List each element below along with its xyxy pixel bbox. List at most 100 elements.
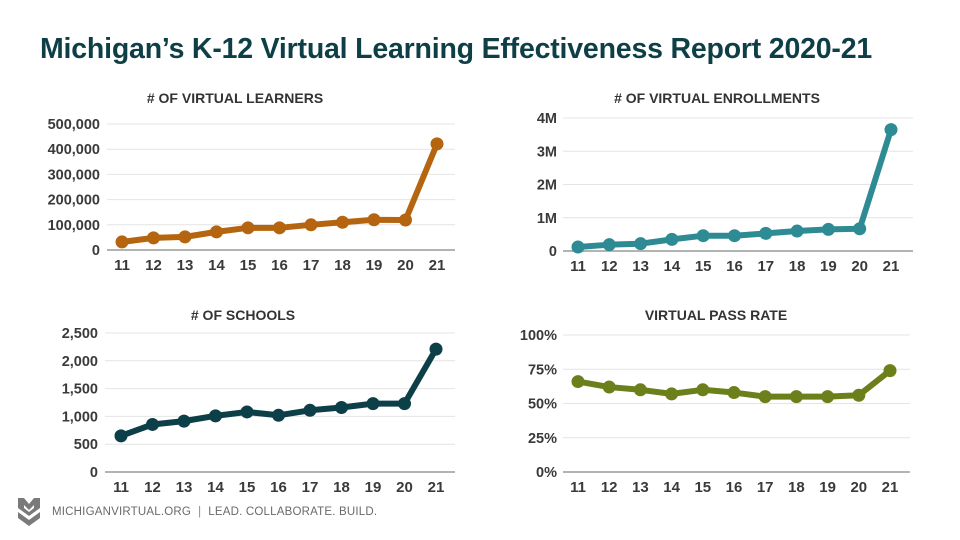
- page-title: Michigan’s K-12 Virtual Learning Effecti…: [40, 33, 873, 65]
- data-point: [366, 397, 380, 411]
- y-tick-label: 0: [549, 244, 557, 260]
- x-tick-label: 14: [663, 479, 680, 496]
- y-tick-label: 400,000: [48, 142, 100, 158]
- footer: MICHIGANVIRTUAL.ORG | LEAD. COLLABORATE. B…: [16, 496, 377, 528]
- x-tick-label: 11: [570, 479, 586, 496]
- x-tick-label: 11: [113, 479, 129, 496]
- y-tick-label: 100%: [520, 328, 557, 344]
- data-point: [336, 215, 349, 229]
- x-tick-label: 13: [632, 258, 649, 275]
- x-tick-label: 16: [726, 258, 743, 275]
- data-point: [399, 213, 412, 227]
- chart-title: # OF VIRTUAL LEARNERS: [147, 90, 323, 106]
- x-tick-label: 19: [366, 257, 383, 274]
- x-tick-label: 12: [144, 479, 161, 496]
- data-point: [633, 383, 647, 397]
- x-tick-label: 18: [333, 479, 350, 496]
- data-point: [790, 224, 804, 238]
- data-point: [853, 222, 867, 236]
- chart-learners: # OF VIRTUAL LEARNERS 0 100,000 200,000 300,…: [48, 90, 455, 274]
- x-tick-label: 19: [820, 258, 837, 275]
- data-point: [758, 390, 772, 404]
- data-point: [304, 218, 318, 232]
- x-tick-label: 18: [789, 258, 806, 275]
- data-point: [115, 235, 129, 249]
- data-point: [602, 238, 616, 252]
- data-point: [821, 222, 835, 236]
- y-tick-label: 500: [74, 437, 98, 453]
- chart-title: VIRTUAL PASS RATE: [645, 307, 787, 323]
- y-tick-label: 4M: [537, 111, 557, 127]
- data-point: [634, 237, 648, 251]
- data-point: [147, 231, 160, 245]
- y-tick-label: 1M: [537, 211, 557, 227]
- x-tick-label: 11: [114, 257, 130, 274]
- footer-text: MICHIGANVIRTUAL.ORG | LEAD. COLLABORATE. B…: [52, 506, 377, 518]
- data-point: [852, 388, 866, 402]
- y-tick-label: 50%: [528, 397, 557, 413]
- x-tick-label: 20: [397, 257, 414, 274]
- data-point: [146, 417, 159, 431]
- x-tick-label: 18: [788, 479, 805, 496]
- x-tick-label: 12: [601, 258, 618, 275]
- data-point: [884, 123, 898, 137]
- data-point: [303, 403, 317, 417]
- y-tick-label: 0: [92, 243, 100, 259]
- y-tick-label: 0: [90, 465, 98, 481]
- data-point: [335, 401, 348, 415]
- footer-separator: |: [198, 506, 202, 518]
- data-point: [210, 225, 223, 239]
- y-tick-label: 300,000: [48, 167, 100, 183]
- x-tick-label: 17: [302, 479, 319, 496]
- data-point: [273, 221, 286, 235]
- x-tick-label: 15: [239, 479, 256, 496]
- data-point: [571, 375, 585, 389]
- x-tick-label: 17: [303, 257, 320, 274]
- x-tick-label: 17: [757, 258, 774, 275]
- data-point: [727, 386, 741, 400]
- y-tick-label: 100,000: [48, 218, 100, 234]
- y-tick-label: 75%: [528, 362, 557, 378]
- x-tick-label: 15: [240, 257, 257, 274]
- data-point: [209, 409, 222, 423]
- data-point: [821, 390, 835, 404]
- data-point: [430, 137, 444, 151]
- data-point: [728, 229, 741, 243]
- x-tick-label: 19: [365, 479, 382, 496]
- x-tick-label: 20: [851, 258, 868, 275]
- data-point: [114, 429, 128, 443]
- x-tick-label: 15: [695, 258, 712, 275]
- chart-enrollments: # OF VIRTUAL ENROLLMENTS 0 1M 2M 3M 4M 11 12 13 1…: [537, 90, 913, 275]
- x-tick-label: 16: [270, 479, 287, 496]
- x-tick-label: 17: [757, 479, 774, 496]
- chart-title: # OF VIRTUAL ENROLLMENTS: [614, 90, 820, 106]
- x-tick-label: 15: [694, 479, 711, 496]
- x-tick-label: 20: [396, 479, 413, 496]
- x-tick-label: 11: [570, 258, 586, 275]
- y-tick-label: 0%: [536, 465, 557, 481]
- footer-tagline: LEAD. COLLABORATE. BUILD.: [208, 506, 378, 518]
- michigan-virtual-logo-icon: [18, 498, 40, 526]
- chart-passrate: VIRTUAL PASS RATE 0% 25% 50% 75% 100% 11 12 13 14…: [520, 307, 910, 496]
- x-tick-label: 16: [271, 257, 288, 274]
- footer-site-link[interactable]: MICHIGANVIRTUAL.ORG: [52, 506, 192, 518]
- x-tick-label: 13: [632, 479, 649, 496]
- data-point: [240, 405, 254, 419]
- data-point: [789, 390, 803, 404]
- chart-schools: # OF SCHOOLS 0 500 1,000 1,500 2,000 2,500 11 12…: [62, 307, 455, 496]
- y-tick-label: 3M: [537, 144, 557, 160]
- x-tick-label: 21: [882, 479, 899, 496]
- data-point: [272, 408, 285, 422]
- data-point: [398, 397, 411, 411]
- y-tick-label: 1,000: [62, 409, 98, 425]
- data-point: [883, 364, 897, 378]
- data-point: [367, 213, 381, 227]
- y-tick-label: 500,000: [48, 117, 100, 133]
- x-tick-label: 21: [428, 479, 445, 496]
- x-tick-label: 14: [664, 258, 681, 275]
- x-tick-label: 14: [207, 479, 224, 496]
- data-point: [696, 383, 710, 397]
- x-tick-label: 16: [726, 479, 743, 496]
- x-tick-label: 12: [145, 257, 162, 274]
